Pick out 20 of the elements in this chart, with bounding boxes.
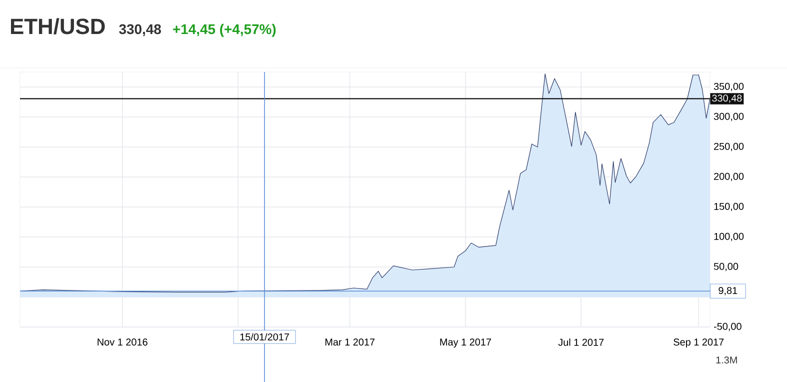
ref-line-label: 9,81 bbox=[718, 287, 738, 296]
x-tick-label: Jul 1 2017 bbox=[558, 338, 604, 346]
y-tick-label: 300,00 bbox=[714, 112, 744, 122]
ref-line-label: 15/01/2017 bbox=[240, 333, 289, 341]
y-tick-label: 150,00 bbox=[714, 202, 744, 212]
x-tick-label: Mar 1 2017 bbox=[325, 338, 375, 346]
text: +14,45 (+4,57%) bbox=[173, 24, 276, 37]
y-tick-label: 50,00 bbox=[714, 262, 738, 272]
x-tick-label: May 1 2017 bbox=[440, 338, 491, 348]
y-tick-label: 100,00 bbox=[714, 232, 744, 242]
y-tick-label: 350,00 bbox=[714, 82, 744, 92]
y-tick-label: 250,00 bbox=[714, 142, 744, 152]
chart-subtitle: 330,48 bbox=[119, 24, 161, 36]
x-tick-label: Nov 1 2016 bbox=[98, 338, 148, 346]
x-tick-label: Sep 1 2017 bbox=[674, 338, 724, 348]
text: 1.3M bbox=[716, 356, 737, 364]
y-tick-label: -50,00 bbox=[714, 322, 742, 332]
chart-title: ETH/USD bbox=[10, 18, 105, 34]
ref-line-label: 330,48 bbox=[712, 94, 742, 103]
y-tick-label: 200,00 bbox=[714, 172, 744, 182]
